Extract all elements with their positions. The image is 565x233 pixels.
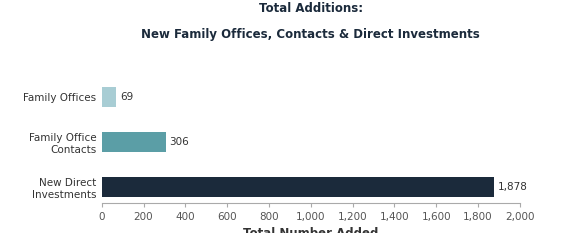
X-axis label: Total Number Added: Total Number Added [243, 227, 379, 233]
Text: New Family Offices, Contacts & Direct Investments: New Family Offices, Contacts & Direct In… [141, 28, 480, 41]
Bar [102, 177, 494, 197]
Text: 1,878: 1,878 [498, 182, 528, 192]
Text: Total Additions:: Total Additions: [259, 2, 363, 15]
Bar [102, 87, 116, 107]
Text: 306: 306 [170, 137, 189, 147]
Text: 69: 69 [120, 92, 133, 102]
Bar [102, 132, 166, 152]
